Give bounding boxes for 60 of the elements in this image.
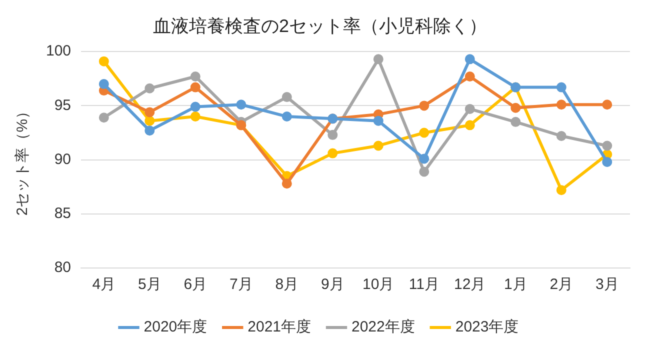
point [556, 185, 566, 196]
y-tick-label: 85 [54, 205, 72, 222]
point [190, 71, 200, 82]
point [419, 128, 430, 138]
point [464, 104, 475, 114]
point [602, 140, 612, 151]
legend-label: 2020年度 [144, 318, 208, 336]
point [282, 92, 292, 102]
chart-title: 血液培養検査の2セット率（小児科除く） [152, 16, 488, 36]
point [510, 102, 521, 113]
point [282, 112, 292, 122]
point [190, 112, 200, 122]
point [144, 116, 155, 126]
point [419, 100, 430, 111]
point [144, 107, 155, 118]
x-tick-label: 6月 [184, 276, 208, 294]
point [328, 130, 338, 140]
x-tick-label: 11月 [408, 276, 440, 294]
x-tick-label: 10月 [362, 276, 394, 294]
point [144, 126, 155, 136]
x-tick-label: 2月 [550, 276, 574, 294]
point [556, 100, 566, 110]
legend-label: 2021年度 [248, 318, 312, 336]
legend-label: 2022年度 [352, 318, 415, 336]
legend-label: 2023年度 [455, 318, 519, 336]
x-tick-label: 7月 [229, 276, 253, 294]
point [373, 54, 384, 64]
point [282, 178, 292, 189]
y-tick-label: 90 [54, 150, 72, 168]
point [328, 148, 338, 158]
point [373, 140, 384, 151]
point [98, 79, 109, 90]
x-tick-label: 5月 [138, 276, 162, 294]
x-tick-label: 4月 [92, 276, 116, 294]
point [98, 56, 109, 66]
x-tick-label: 3月 [595, 276, 619, 294]
point [602, 100, 612, 110]
y-axis-title: 2セット率（%） [14, 104, 32, 216]
x-tick-label: 8月 [275, 276, 299, 294]
point [510, 116, 521, 127]
point [419, 154, 430, 164]
y-tick-label: 100 [46, 42, 72, 60]
point [464, 120, 475, 130]
point [190, 102, 200, 112]
point [602, 156, 612, 167]
point [464, 71, 475, 82]
y-tick-label: 80 [54, 259, 72, 276]
point [144, 83, 155, 94]
point [556, 130, 566, 141]
x-tick-label: 9月 [320, 276, 344, 294]
point [373, 116, 384, 126]
point [419, 166, 430, 177]
point [190, 82, 200, 92]
point [236, 100, 246, 110]
x-tick-label: 1月 [504, 276, 528, 294]
point [98, 112, 109, 123]
point [464, 54, 475, 64]
y-tick-label: 95 [54, 96, 72, 114]
point [556, 82, 566, 92]
x-tick-label: 12月 [454, 276, 486, 294]
